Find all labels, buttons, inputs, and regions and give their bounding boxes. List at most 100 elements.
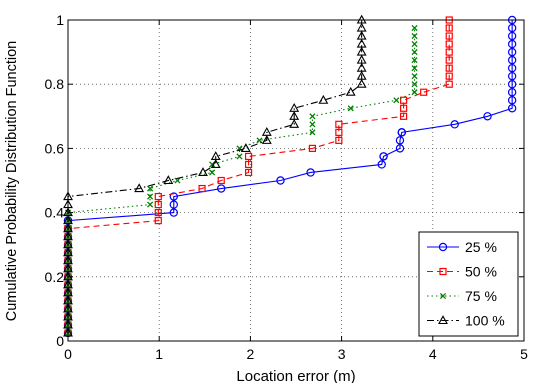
x-tick-label: 5 <box>520 346 528 362</box>
data-point <box>198 167 208 177</box>
data-point <box>356 22 367 32</box>
data-point <box>306 168 315 177</box>
data-point <box>397 128 406 137</box>
data-point <box>411 89 418 96</box>
y-axis-label: Cumulative Probability Distribution Func… <box>4 41 20 321</box>
data-point <box>400 112 408 120</box>
data-point <box>445 40 453 48</box>
data-point <box>507 31 517 41</box>
y-tick-label: 0.2 <box>45 269 65 285</box>
legend-item: 100 % <box>427 313 505 329</box>
data-point <box>445 48 453 56</box>
data-point <box>240 143 251 152</box>
legend-label: 75 % <box>465 288 497 304</box>
x-tick-label: 4 <box>429 346 437 362</box>
data-point <box>356 46 367 56</box>
y-tick-label: 1 <box>56 12 64 28</box>
x-tick-label: 3 <box>338 346 346 362</box>
data-point <box>377 160 386 169</box>
data-point <box>209 169 216 176</box>
x-tick-label: 0 <box>64 346 72 362</box>
data-point <box>507 71 517 81</box>
data-point <box>393 97 400 104</box>
data-point <box>507 79 517 89</box>
data-point <box>507 96 517 105</box>
y-tick-label: 0.8 <box>45 76 65 92</box>
data-point <box>169 208 178 217</box>
data-point <box>308 144 317 152</box>
data-point <box>379 152 388 161</box>
legend-label: 100 % <box>465 313 505 329</box>
data-point <box>445 72 453 80</box>
legend-item: 25 % <box>427 239 497 255</box>
data-point <box>261 127 272 136</box>
data-point <box>420 88 428 96</box>
data-point <box>347 105 354 112</box>
data-point <box>356 78 367 88</box>
y-tick-label: 0 <box>56 333 64 349</box>
data-point <box>507 47 517 57</box>
data-point <box>411 24 418 32</box>
data-point <box>289 102 300 112</box>
ticks: 0 1 2 3 4 5 0 0.2 0.4 0.6 0.8 1 <box>45 12 529 362</box>
legend-marker <box>438 315 448 325</box>
legend-marker <box>439 292 447 300</box>
data-point <box>217 176 225 185</box>
data-point <box>507 55 517 65</box>
data-point <box>198 184 206 193</box>
data-point <box>210 159 221 168</box>
data-point <box>289 118 300 128</box>
data-point <box>309 129 316 136</box>
data-point <box>345 86 356 96</box>
data-point <box>261 135 272 144</box>
plot-frame <box>67 19 525 342</box>
data-point <box>411 41 418 48</box>
data-point <box>169 200 178 209</box>
data-point <box>445 80 453 88</box>
data-point <box>411 73 418 80</box>
data-point <box>335 120 343 128</box>
data-point <box>507 88 517 97</box>
data-point <box>400 104 408 112</box>
data-point <box>356 70 367 80</box>
data-point <box>445 24 453 32</box>
legend-marker <box>439 267 447 276</box>
legend-label: 25 % <box>465 239 497 255</box>
data-point <box>154 209 162 217</box>
y-tick-label: 0.4 <box>45 205 65 221</box>
data-point <box>244 160 253 169</box>
x-tick-label: 2 <box>247 346 255 362</box>
data-point <box>236 153 243 160</box>
data-point <box>134 183 145 193</box>
data-point <box>276 176 285 185</box>
data-point <box>507 63 517 73</box>
data-point <box>356 30 367 40</box>
legend: 25 % 50 % 75 % 100 % <box>418 231 519 337</box>
legend-item: 50 % <box>427 264 497 280</box>
data-point <box>217 184 226 193</box>
data-point <box>147 201 154 208</box>
y-tick-label: 0.6 <box>45 140 65 156</box>
x-tick-label: 1 <box>155 346 163 362</box>
data-point <box>335 136 343 144</box>
data-point <box>163 175 174 185</box>
data-point <box>318 94 329 104</box>
data-point <box>450 120 459 129</box>
data-point <box>445 64 453 72</box>
data-point <box>154 200 162 209</box>
data-point <box>507 23 517 33</box>
data-point <box>411 57 418 64</box>
data-point <box>309 121 316 128</box>
data-point <box>154 192 162 201</box>
data-point <box>507 39 517 49</box>
legend-label: 50 % <box>465 264 497 280</box>
data-point <box>174 177 181 184</box>
data-point <box>445 56 453 64</box>
x-axis-label: Location error (m) <box>236 368 355 383</box>
data-point <box>411 81 418 88</box>
data-point <box>411 65 418 72</box>
data-point <box>147 185 154 192</box>
data-point <box>309 113 316 120</box>
data-point <box>411 49 418 56</box>
